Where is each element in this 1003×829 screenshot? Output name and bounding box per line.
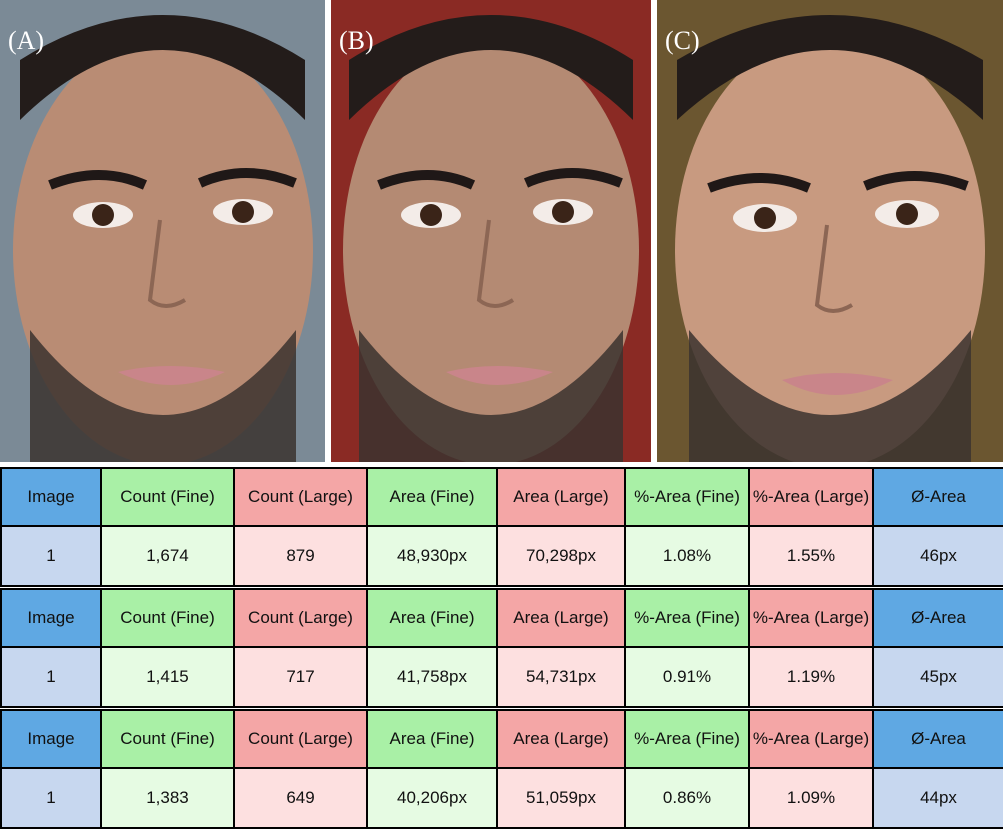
header-cell: %-Area (Fine) bbox=[624, 709, 750, 769]
header-cell: %-Area (Fine) bbox=[624, 588, 750, 648]
header-cell: Count (Large) bbox=[233, 467, 368, 527]
metrics-table-c: Image Count (Fine) Count (Large) Area (F… bbox=[0, 709, 1003, 829]
face-photo-c: (C) bbox=[657, 0, 1003, 462]
header-cell: %-Area (Fine) bbox=[624, 467, 750, 527]
value-cell: 46px bbox=[872, 525, 1003, 587]
value-cell: 1.08% bbox=[624, 525, 750, 587]
table-row: 1 1,383 649 40,206px 51,059px 0.86% 1.09… bbox=[0, 767, 1003, 829]
header-cell: Area (Large) bbox=[496, 467, 626, 527]
face-photo-strip: (A) (B) bbox=[0, 0, 1003, 462]
header-cell: Image bbox=[0, 709, 102, 769]
panel-label: (C) bbox=[665, 26, 700, 55]
header-cell: Area (Fine) bbox=[366, 709, 498, 769]
header-cell: %-Area (Large) bbox=[748, 467, 874, 527]
value-cell: 1,415 bbox=[100, 646, 235, 708]
face-photo-b: (B) bbox=[331, 0, 651, 462]
value-cell: 45px bbox=[872, 646, 1003, 708]
header-cell: Image bbox=[0, 588, 102, 648]
value-cell: 0.91% bbox=[624, 646, 750, 708]
header-cell: %-Area (Large) bbox=[748, 588, 874, 648]
value-cell: 1,674 bbox=[100, 525, 235, 587]
metrics-table-a: Image Count (Fine) Count (Large) Area (F… bbox=[0, 467, 1003, 587]
value-cell: 51,059px bbox=[496, 767, 626, 829]
header-row: Image Count (Fine) Count (Large) Area (F… bbox=[0, 467, 1003, 527]
value-cell: 70,298px bbox=[496, 525, 626, 587]
value-cell: 1.09% bbox=[748, 767, 874, 829]
header-cell: Count (Fine) bbox=[100, 709, 235, 769]
header-cell: Area (Fine) bbox=[366, 467, 498, 527]
header-cell: Ø-Area bbox=[872, 588, 1003, 648]
header-cell: Area (Large) bbox=[496, 588, 626, 648]
value-cell: 1 bbox=[0, 767, 102, 829]
value-cell: 54,731px bbox=[496, 646, 626, 708]
header-cell: Area (Large) bbox=[496, 709, 626, 769]
value-cell: 1,383 bbox=[100, 767, 235, 829]
header-cell: Ø-Area bbox=[872, 467, 1003, 527]
value-cell: 879 bbox=[233, 525, 368, 587]
value-cell: 1 bbox=[0, 646, 102, 708]
header-cell: Count (Fine) bbox=[100, 588, 235, 648]
panel-label: (B) bbox=[339, 26, 374, 55]
face-illustration bbox=[657, 0, 1003, 462]
header-cell: Count (Large) bbox=[233, 588, 368, 648]
panel-label: (A) bbox=[8, 26, 45, 55]
value-cell: 41,758px bbox=[366, 646, 498, 708]
metrics-table-b: Image Count (Fine) Count (Large) Area (F… bbox=[0, 588, 1003, 708]
value-cell: 44px bbox=[872, 767, 1003, 829]
header-cell: Count (Fine) bbox=[100, 467, 235, 527]
value-cell: 1 bbox=[0, 525, 102, 587]
header-cell: Image bbox=[0, 467, 102, 527]
face-photo-a: (A) bbox=[0, 0, 325, 462]
header-cell: Ø-Area bbox=[872, 709, 1003, 769]
header-row: Image Count (Fine) Count (Large) Area (F… bbox=[0, 588, 1003, 648]
face-illustration bbox=[0, 0, 325, 462]
value-cell: 1.55% bbox=[748, 525, 874, 587]
table-row: 1 1,415 717 41,758px 54,731px 0.91% 1.19… bbox=[0, 646, 1003, 708]
value-cell: 1.19% bbox=[748, 646, 874, 708]
header-cell: %-Area (Large) bbox=[748, 709, 874, 769]
value-cell: 717 bbox=[233, 646, 368, 708]
face-illustration bbox=[331, 0, 651, 462]
value-cell: 48,930px bbox=[366, 525, 498, 587]
value-cell: 649 bbox=[233, 767, 368, 829]
header-cell: Count (Large) bbox=[233, 709, 368, 769]
table-row: 1 1,674 879 48,930px 70,298px 1.08% 1.55… bbox=[0, 525, 1003, 587]
header-cell: Area (Fine) bbox=[366, 588, 498, 648]
header-row: Image Count (Fine) Count (Large) Area (F… bbox=[0, 709, 1003, 769]
value-cell: 40,206px bbox=[366, 767, 498, 829]
value-cell: 0.86% bbox=[624, 767, 750, 829]
